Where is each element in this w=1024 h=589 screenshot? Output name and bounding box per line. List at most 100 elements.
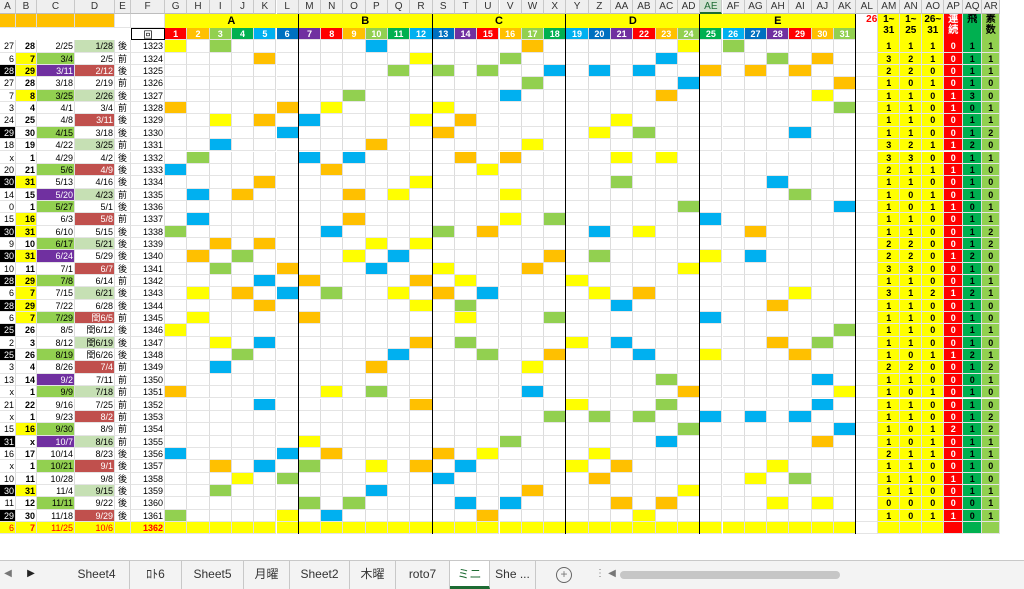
summary-cell-ao[interactable]: 0 bbox=[922, 126, 945, 140]
number-cell[interactable] bbox=[343, 262, 366, 275]
number-cell[interactable] bbox=[388, 126, 411, 140]
cell-a-1361[interactable]: 29 bbox=[0, 509, 16, 522]
summary-cell-al[interactable] bbox=[856, 460, 879, 473]
number-cell[interactable] bbox=[700, 484, 723, 498]
summary-cell-an[interactable]: 3 bbox=[900, 151, 923, 164]
number-cell[interactable] bbox=[231, 114, 255, 127]
number-cell[interactable] bbox=[834, 336, 857, 350]
cell-c-1331[interactable]: 4/22 bbox=[37, 139, 75, 152]
number-cell[interactable] bbox=[722, 373, 745, 387]
number-cell[interactable] bbox=[321, 287, 344, 300]
number-cell[interactable] bbox=[677, 435, 701, 448]
number-cell[interactable] bbox=[343, 386, 366, 399]
summary-cell-an[interactable]: 1 bbox=[900, 472, 923, 485]
number-cell[interactable] bbox=[700, 65, 723, 78]
cell-f-1331[interactable]: 1331 bbox=[131, 139, 165, 152]
cell-f-1362[interactable]: 1362 bbox=[131, 522, 165, 535]
number-cell[interactable] bbox=[633, 89, 656, 103]
number-cell[interactable] bbox=[254, 176, 277, 189]
column-header-ai[interactable]: AI bbox=[789, 0, 812, 14]
number-cell[interactable] bbox=[544, 361, 567, 374]
summary-cell-am[interactable]: 0 bbox=[878, 497, 901, 510]
number-cell[interactable] bbox=[722, 139, 745, 152]
number-cell[interactable] bbox=[209, 312, 232, 325]
summary-cell-ao[interactable]: 0 bbox=[922, 324, 945, 337]
cell-a-1334[interactable]: 30 bbox=[0, 176, 16, 189]
summary-cell-al[interactable] bbox=[856, 361, 879, 374]
number-cell[interactable] bbox=[744, 447, 768, 461]
number-cell[interactable] bbox=[410, 237, 433, 251]
number-cell[interactable] bbox=[811, 336, 834, 350]
number-cell[interactable] bbox=[432, 114, 455, 127]
number-cell[interactable] bbox=[655, 102, 678, 115]
number-cell[interactable] bbox=[566, 237, 589, 251]
number-cell[interactable] bbox=[633, 114, 656, 127]
number-cell[interactable] bbox=[432, 324, 455, 337]
cell-b-1336[interactable]: 1 bbox=[16, 200, 37, 214]
number-cell[interactable] bbox=[388, 497, 411, 510]
number-cell[interactable] bbox=[499, 398, 522, 411]
number-cell[interactable] bbox=[454, 373, 478, 387]
number-cell[interactable] bbox=[633, 225, 656, 238]
summary-cell-an[interactable]: 1 bbox=[900, 373, 923, 387]
cell-d-1323[interactable]: 1/28 bbox=[75, 40, 115, 53]
cell-b-1341[interactable]: 11 bbox=[16, 262, 37, 275]
number-cell[interactable] bbox=[521, 423, 545, 436]
summary-cell-ao[interactable]: 0 bbox=[922, 373, 945, 387]
cell-b-1334[interactable]: 31 bbox=[16, 176, 37, 189]
number-cell[interactable] bbox=[388, 225, 411, 238]
number-cell[interactable] bbox=[834, 102, 857, 115]
number-cell[interactable] bbox=[677, 52, 701, 66]
number-cell[interactable] bbox=[544, 460, 567, 473]
number-cell[interactable] bbox=[811, 522, 834, 535]
cell-e-1348[interactable]: 後 bbox=[115, 349, 131, 362]
number-cell[interactable] bbox=[834, 225, 857, 238]
number-cell[interactable] bbox=[633, 509, 656, 522]
number-cell[interactable] bbox=[365, 200, 388, 214]
number-cell[interactable] bbox=[677, 163, 701, 177]
number-cell[interactable] bbox=[365, 77, 388, 90]
cell-b-1348[interactable]: 26 bbox=[16, 349, 37, 362]
number-cell[interactable] bbox=[722, 52, 745, 66]
summary-cell-ap[interactable]: 0 bbox=[944, 114, 964, 127]
cell-c-1325[interactable]: 3/11 bbox=[37, 65, 75, 78]
number-cell[interactable] bbox=[499, 423, 522, 436]
column-header-e[interactable]: E bbox=[115, 0, 131, 14]
number-cell[interactable] bbox=[566, 336, 589, 350]
number-cell[interactable] bbox=[410, 361, 433, 374]
number-cell[interactable] bbox=[521, 65, 545, 78]
cell-b-1362[interactable]: 7 bbox=[16, 522, 37, 535]
number-cell[interactable] bbox=[633, 176, 656, 189]
number-cell[interactable] bbox=[321, 312, 344, 325]
column-header-af[interactable]: AF bbox=[722, 0, 745, 14]
number-cell[interactable] bbox=[655, 151, 678, 164]
number-cell[interactable] bbox=[209, 225, 232, 238]
number-cell[interactable] bbox=[454, 324, 478, 337]
number-cell[interactable] bbox=[410, 349, 433, 362]
number-cell[interactable] bbox=[789, 77, 812, 90]
cell-d-1332[interactable]: 4/2 bbox=[75, 151, 115, 164]
number-cell[interactable] bbox=[298, 114, 322, 127]
number-cell[interactable] bbox=[633, 163, 656, 177]
number-cell[interactable] bbox=[254, 225, 277, 238]
number-cell[interactable] bbox=[834, 77, 857, 90]
summary-cell-an[interactable]: 3 bbox=[900, 262, 923, 275]
cell-b-1338[interactable]: 31 bbox=[16, 225, 37, 238]
number-cell[interactable] bbox=[454, 163, 478, 177]
number-cell[interactable] bbox=[410, 151, 433, 164]
number-cell[interactable] bbox=[566, 163, 589, 177]
number-cell[interactable] bbox=[254, 102, 277, 115]
summary-cell-aq[interactable]: 1 bbox=[963, 299, 983, 313]
column-header-al[interactable]: AL bbox=[856, 0, 879, 14]
number-cell[interactable] bbox=[789, 423, 812, 436]
number-cell[interactable] bbox=[254, 52, 277, 66]
number-cell[interactable] bbox=[744, 77, 768, 90]
number-cell[interactable] bbox=[432, 484, 455, 498]
number-cell[interactable] bbox=[432, 225, 455, 238]
summary-cell-ao[interactable]: 0 bbox=[922, 151, 945, 164]
number-cell[interactable] bbox=[298, 237, 322, 251]
number-cell[interactable] bbox=[722, 225, 745, 238]
cell-d-1340[interactable]: 5/29 bbox=[75, 250, 115, 263]
summary-cell-al[interactable] bbox=[856, 262, 879, 275]
number-cell[interactable] bbox=[834, 324, 857, 337]
